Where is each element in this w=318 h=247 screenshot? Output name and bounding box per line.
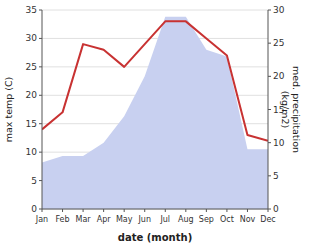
x-tick <box>226 209 227 212</box>
y-tick <box>39 180 42 181</box>
y2-tick <box>268 175 271 176</box>
x-tick <box>165 209 166 212</box>
y-axis <box>42 10 43 209</box>
grid-line <box>42 10 268 11</box>
x-tick <box>144 209 145 212</box>
x-tick <box>42 209 43 212</box>
x-tick-label: Mar <box>76 215 92 224</box>
x-tick <box>247 209 248 212</box>
y-tick <box>39 38 42 39</box>
x-tick-label: Nov <box>240 215 256 224</box>
x-tick <box>268 209 269 212</box>
y-tick <box>39 10 42 11</box>
y-tick-label: 35 <box>26 5 37 15</box>
y2-tick-label: 30 <box>273 5 285 15</box>
y-tick <box>39 95 42 96</box>
y-tick <box>39 152 42 153</box>
y2-tick <box>268 142 271 143</box>
y-tick-label: 5 <box>31 176 37 186</box>
temperature-line <box>42 21 268 140</box>
y-tick <box>39 123 42 124</box>
x-tick-label: Jan <box>35 215 48 224</box>
y-axis-label: max temp (C) <box>3 77 14 143</box>
y2-tick <box>268 10 271 11</box>
x-tick-label: Jul <box>159 215 170 224</box>
y2-tick <box>268 109 271 110</box>
x-tick <box>206 209 207 212</box>
x-tick-label: May <box>116 215 133 224</box>
y2-tick-label: 5 <box>273 171 279 181</box>
grid-line <box>42 38 268 39</box>
x-tick-label: Feb <box>55 215 69 224</box>
y-tick-label: 0 <box>31 204 37 214</box>
y-tick-label: 25 <box>26 62 37 72</box>
y2-tick-label: 25 <box>273 38 284 48</box>
y2-tick-label: 10 <box>273 138 285 148</box>
x-tick-label: Jun <box>137 215 151 224</box>
x-tick <box>185 209 186 212</box>
y2-axis-label: med. precipitation(kg/m2) <box>280 66 302 153</box>
x-tick-label: Dec <box>260 215 275 224</box>
x-tick <box>124 209 125 212</box>
x-tick <box>103 209 104 212</box>
x-tick-label: Apr <box>97 215 112 224</box>
x-tick-label: Sep <box>199 215 214 224</box>
y-tick <box>39 66 42 67</box>
y2-tick <box>268 76 271 77</box>
y2-tick-label: 20 <box>273 71 285 81</box>
y2-axis-label-line: med. precipitation <box>291 66 302 153</box>
y2-tick-label: 0 <box>273 204 279 214</box>
y-tick-label: 15 <box>26 119 37 129</box>
y-tick-label: 20 <box>26 90 38 100</box>
y-tick-label: 10 <box>26 147 38 157</box>
grid-line <box>42 209 268 210</box>
x-tick-label: Oct <box>220 215 234 224</box>
y-tick-label: 30 <box>26 33 38 43</box>
y2-tick <box>268 43 271 44</box>
plot-area <box>42 17 268 209</box>
x-tick-label: Aug <box>178 215 194 224</box>
x-axis <box>42 209 268 210</box>
precipitation-area <box>42 17 268 209</box>
x-tick <box>62 209 63 212</box>
y2-axis-label-line: (kg/m2) <box>280 91 291 128</box>
chart: 05101520253035051015202530JanFebMarAprMa… <box>0 0 318 247</box>
x-axis-label: date (month) <box>118 232 192 243</box>
x-tick <box>83 209 84 212</box>
